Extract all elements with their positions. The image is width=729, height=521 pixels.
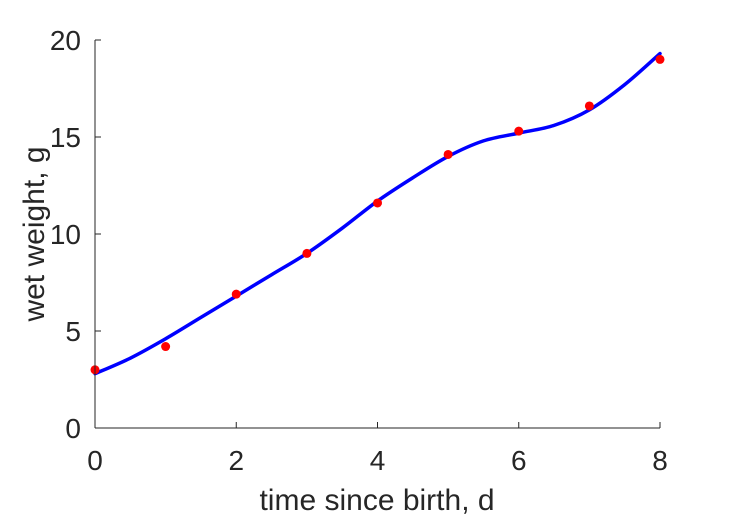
data-point xyxy=(161,342,171,352)
data-point xyxy=(302,248,312,258)
data-point xyxy=(373,198,382,208)
y-tick-label: 5 xyxy=(65,316,81,347)
data-point xyxy=(655,54,665,64)
data-point xyxy=(514,126,524,136)
x-tick-label: 2 xyxy=(228,445,244,476)
y-tick-label: 15 xyxy=(50,122,81,153)
x-tick-label: 4 xyxy=(370,445,386,476)
x-tick-label: 8 xyxy=(652,445,668,476)
y-tick-label: 0 xyxy=(65,413,81,444)
x-axis-label: time since birth, d xyxy=(259,484,494,517)
x-tick-label: 6 xyxy=(511,445,527,476)
x-tick-label: 0 xyxy=(87,445,103,476)
y-axis-label: wet weight, g xyxy=(18,146,51,322)
data-point xyxy=(231,289,241,299)
y-tick-label: 10 xyxy=(50,219,81,250)
y-tick-label: 20 xyxy=(50,25,81,56)
data-point xyxy=(584,101,594,111)
data-point xyxy=(443,149,453,159)
fitted-curve-line xyxy=(93,51,662,376)
